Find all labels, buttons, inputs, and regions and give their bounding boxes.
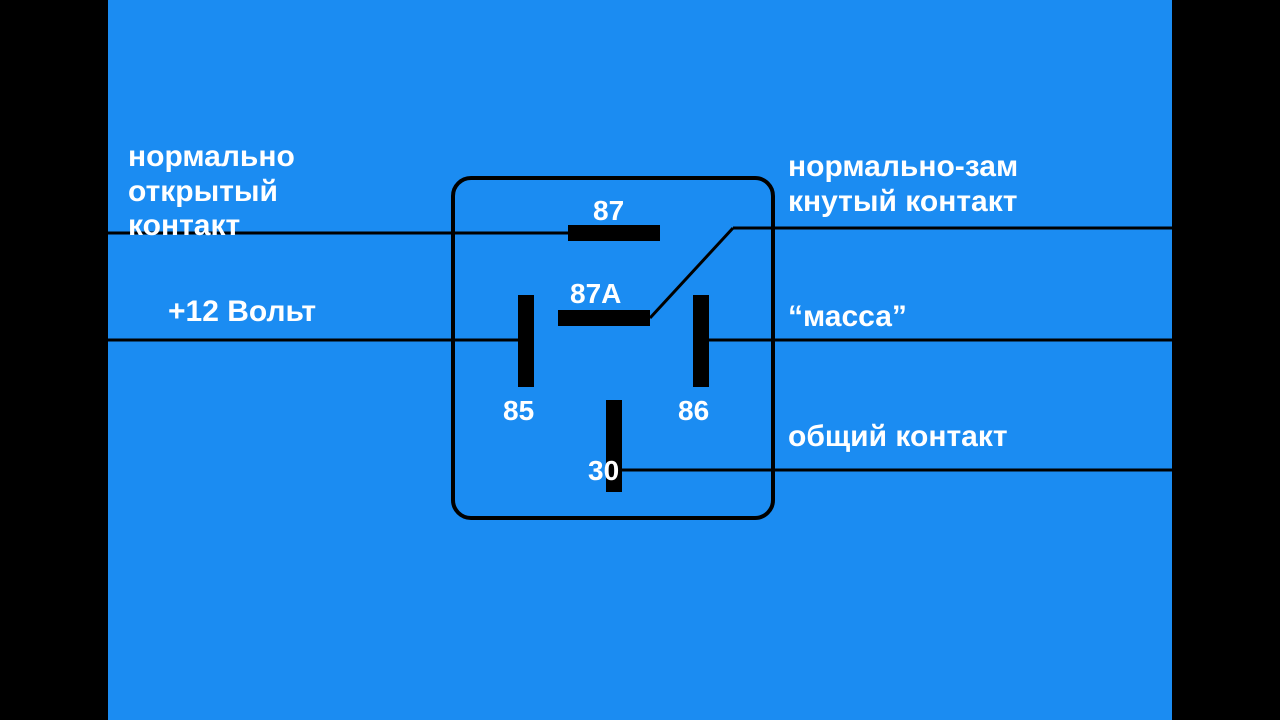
label-common: общий контакт xyxy=(788,420,1008,455)
pin-label-30: 30 xyxy=(588,455,619,487)
canvas-bg xyxy=(108,0,1172,720)
diagram-svg xyxy=(108,0,1172,720)
label-nc-contact: нормально-зам кнутый контакт xyxy=(788,150,1018,219)
pin-label-87: 87 xyxy=(593,195,624,227)
pin-p87A xyxy=(558,310,650,326)
label-mass: “масса” xyxy=(788,300,907,335)
label-no-contact: нормально открытый контакт xyxy=(128,140,295,244)
pin-label-86: 86 xyxy=(678,395,709,427)
pin-label-87a: 87A xyxy=(570,278,621,310)
diagram-canvas: нормально открытый контакт нормально-зам… xyxy=(108,0,1172,720)
pin-label-85: 85 xyxy=(503,395,534,427)
label-12v: +12 Вольт xyxy=(168,295,316,330)
pin-p86 xyxy=(693,295,709,387)
pin-p85 xyxy=(518,295,534,387)
pin-p87 xyxy=(568,225,660,241)
